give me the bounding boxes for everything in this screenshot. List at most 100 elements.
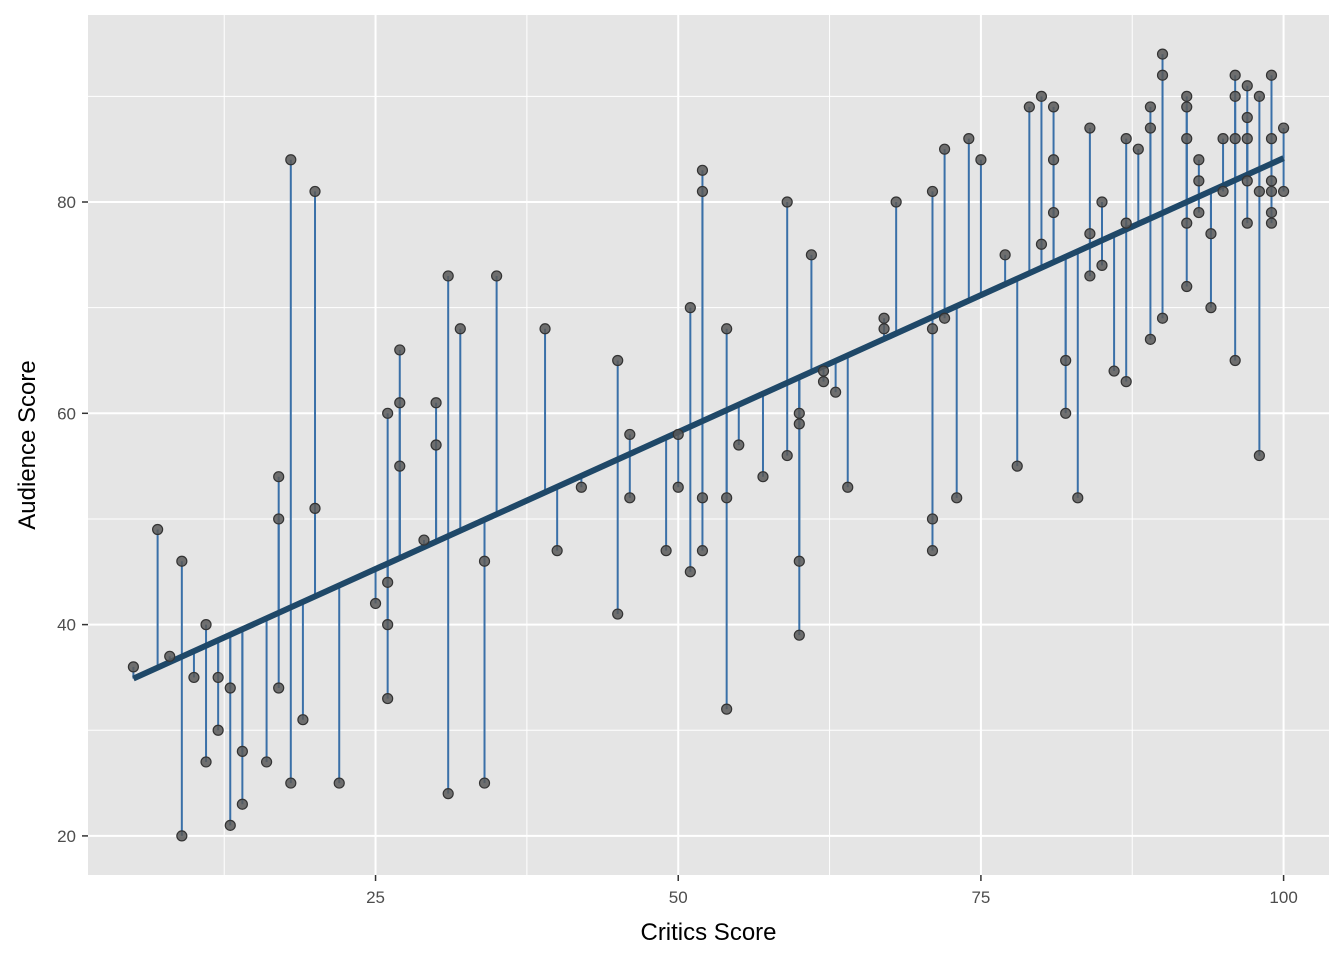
data-point: [721, 492, 733, 504]
data-point: [551, 545, 563, 557]
data-point: [1253, 185, 1265, 198]
data-point: [236, 745, 248, 757]
data-point: [212, 724, 224, 736]
data-point: [394, 344, 406, 356]
data-point: [1181, 101, 1193, 113]
data-point: [781, 449, 793, 462]
data-point: [1035, 238, 1048, 250]
data-point: [805, 249, 818, 261]
data-point: [176, 555, 188, 567]
data-point: [478, 555, 491, 567]
data-point: [878, 323, 890, 335]
data-point: [1181, 133, 1193, 145]
data-point: [878, 312, 890, 324]
data-point: [418, 534, 430, 546]
data-point: [369, 597, 382, 610]
data-point: [1120, 217, 1132, 229]
data-point: [200, 619, 212, 631]
data-point: [478, 777, 491, 789]
data-point: [721, 703, 733, 715]
data-point: [1181, 90, 1193, 102]
data-point: [1060, 354, 1072, 367]
data-point: [1156, 312, 1169, 324]
data-point: [575, 481, 587, 493]
data-point: [1023, 101, 1035, 113]
data-point: [793, 555, 805, 567]
data-point: [1277, 185, 1290, 198]
x-tick-label: 100: [1269, 888, 1297, 907]
data-point: [1096, 259, 1108, 271]
data-point: [721, 323, 733, 335]
data-point: [1120, 133, 1132, 145]
data-point: [1108, 365, 1120, 377]
data-point: [781, 196, 793, 208]
data-point: [273, 682, 285, 694]
data-point: [1265, 185, 1278, 198]
data-point: [1060, 407, 1072, 419]
data-point: [1229, 133, 1241, 145]
data-point: [1120, 376, 1132, 388]
data-point: [1253, 449, 1265, 462]
data-point: [963, 133, 975, 145]
data-point: [1072, 492, 1084, 504]
data-point: [793, 629, 805, 641]
data-point: [297, 714, 309, 726]
data-point: [672, 428, 684, 441]
data-point: [1265, 217, 1278, 229]
data-point: [382, 619, 394, 631]
data-point: [309, 185, 321, 198]
data-point: [696, 164, 709, 176]
data-point: [1193, 175, 1205, 187]
data-point: [612, 354, 624, 367]
data-point: [1156, 69, 1169, 81]
data-point: [152, 523, 164, 536]
data-point: [1241, 80, 1253, 92]
data-point: [684, 566, 696, 578]
data-point: [696, 545, 709, 557]
data-point: [260, 756, 273, 768]
data-point: [1265, 133, 1278, 145]
data-point: [1193, 206, 1205, 219]
data-point: [1181, 217, 1193, 229]
y-tick-label: 20: [57, 827, 76, 846]
data-point: [951, 492, 963, 504]
data-point: [1132, 143, 1144, 155]
data-point: [1229, 69, 1241, 81]
data-point: [1084, 228, 1096, 240]
data-point: [309, 502, 321, 514]
data-point: [1229, 354, 1241, 367]
data-point: [938, 312, 951, 324]
minor-gridlines: [88, 15, 1329, 875]
data-point: [733, 439, 745, 451]
data-point: [1241, 133, 1253, 145]
data-point: [1035, 90, 1048, 102]
data-point: [926, 323, 939, 335]
data-point: [926, 545, 939, 557]
x-tick-label: 25: [366, 888, 385, 907]
data-point: [1217, 185, 1229, 198]
data-point: [757, 471, 769, 483]
data-point: [999, 249, 1011, 261]
data-point: [442, 788, 454, 800]
data-point: [1205, 302, 1217, 314]
data-point: [1144, 122, 1157, 134]
y-axis-title: Audience Score: [14, 360, 41, 529]
data-point: [200, 756, 212, 768]
data-point: [539, 323, 551, 335]
data-point: [830, 386, 842, 398]
data-point: [1084, 270, 1096, 282]
data-points: [127, 48, 1290, 842]
y-tick-label: 40: [57, 616, 76, 635]
data-point: [285, 154, 297, 166]
data-point: [1193, 154, 1205, 166]
y-tick-label: 60: [57, 404, 76, 423]
data-point: [236, 798, 248, 810]
data-point: [890, 196, 902, 208]
data-point: [1047, 101, 1060, 113]
data-point: [1265, 175, 1278, 187]
data-point: [696, 492, 709, 504]
x-axis-ticks: 25 50 75 100: [366, 875, 1298, 907]
residual-segments: [132, 54, 1285, 836]
data-point: [176, 830, 188, 842]
